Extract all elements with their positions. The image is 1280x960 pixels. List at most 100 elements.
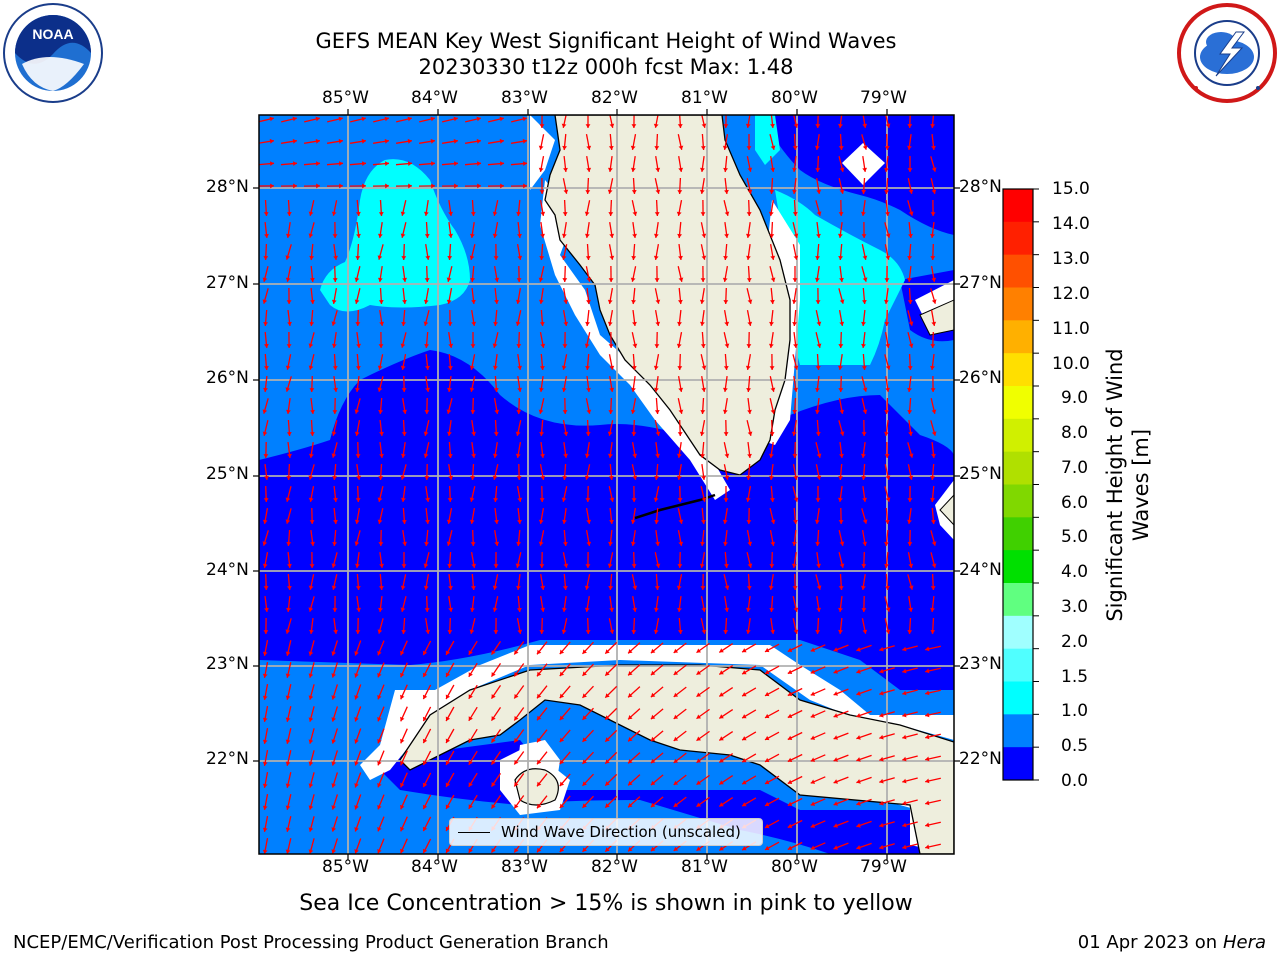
wave-direction-arrow — [885, 376, 890, 392]
wave-direction-arrow — [354, 398, 361, 414]
wave-direction-arrow — [264, 353, 269, 371]
wave-direction-arrow — [488, 116, 504, 123]
wave-direction-arrow — [627, 774, 641, 786]
wave-direction-arrow — [862, 156, 867, 172]
wave-direction-arrow — [722, 265, 729, 283]
lon-label-bottom: 83°W — [501, 857, 548, 877]
wave-direction-arrow — [310, 398, 315, 414]
wave-direction-arrow — [907, 574, 914, 590]
wave-direction-arrow — [377, 376, 384, 392]
wave-direction-arrow — [585, 441, 590, 459]
wave-direction-arrow — [907, 397, 913, 415]
sea-ice-caption: Sea Ice Concentration > 15% is shown in … — [0, 891, 1212, 916]
wave-direction-arrow — [861, 442, 866, 458]
wave-direction-arrow — [423, 552, 430, 568]
wave-direction-arrow — [746, 529, 753, 547]
wave-direction-arrow — [815, 398, 820, 414]
wave-direction-arrow — [538, 398, 545, 414]
wave-direction-arrow — [355, 441, 361, 459]
plot-title: GEFS MEAN Key West Significant Height of… — [315, 29, 897, 53]
wave-direction-arrow — [793, 376, 798, 392]
wave-direction-arrow — [446, 398, 453, 414]
wave-direction-arrow — [608, 486, 615, 502]
wave-direction-arrow — [423, 310, 430, 326]
wave-direction-arrow — [400, 684, 408, 700]
wave-direction-arrow — [263, 309, 268, 327]
wave-direction-arrow — [769, 595, 775, 613]
wave-direction-arrow — [627, 796, 641, 808]
wave-direction-arrow — [861, 200, 866, 216]
wave-direction-arrow — [810, 798, 826, 806]
wave-direction-arrow — [468, 706, 478, 722]
wave-direction-arrow — [677, 419, 683, 437]
wave-direction-arrow — [354, 684, 362, 700]
wave-direction-arrow — [654, 222, 659, 238]
wave-direction-arrow — [395, 161, 413, 166]
wave-direction-arrow — [925, 821, 941, 828]
wave-direction-arrow — [907, 134, 912, 150]
wave-direction-arrow — [631, 332, 638, 348]
wave-direction-arrow — [718, 753, 734, 763]
wave-direction-arrow — [286, 287, 292, 305]
wave-direction-arrow — [354, 706, 362, 722]
wave-direction-arrow — [815, 617, 821, 635]
wave-direction-arrow — [585, 243, 591, 261]
wave-direction-arrow — [627, 708, 641, 720]
wave-direction-arrow — [654, 133, 660, 151]
colorbar-tick: 5.0 — [1061, 527, 1089, 547]
wave-direction-arrow — [490, 641, 502, 655]
colorbar-segment — [1003, 583, 1033, 617]
cuba-land — [399, 664, 954, 854]
wave-direction-arrow — [673, 664, 687, 676]
colorbar-tick: 0.0 — [1061, 771, 1089, 791]
wave-direction-arrow — [650, 686, 664, 698]
wave-direction-arrow — [816, 177, 822, 195]
wave-direction-arrow — [884, 331, 891, 349]
wave-direction-arrow — [536, 729, 548, 743]
wave-direction-arrow — [907, 200, 914, 216]
wave-direction-arrow — [930, 552, 937, 568]
wave-direction-arrow — [401, 442, 406, 458]
wave-direction-arrow — [792, 178, 797, 194]
wave-direction-arrow — [400, 353, 407, 371]
wave-direction-arrow — [884, 618, 891, 634]
wave-direction-arrow — [654, 376, 659, 392]
wave-direction-arrow — [764, 797, 780, 807]
wave-direction-arrow — [604, 685, 618, 699]
wave-direction-arrow — [308, 200, 315, 216]
wave-direction-arrow — [764, 687, 780, 697]
wave-direction-arrow — [285, 486, 292, 502]
wave-direction-arrow — [470, 397, 476, 415]
wave-direction-arrow — [746, 244, 751, 260]
wave-direction-arrow — [769, 376, 776, 392]
wave-direction-arrow — [354, 794, 362, 810]
wave-direction-arrow — [331, 310, 338, 326]
wave-direction-arrow — [447, 420, 452, 436]
wave-direction-arrow — [424, 265, 430, 283]
wave-direction-arrow — [699, 177, 705, 195]
wave-direction-arrow — [513, 641, 525, 655]
wave-direction-arrow — [493, 309, 498, 327]
wave-direction-arrow — [493, 375, 499, 393]
wave-direction-arrow — [631, 574, 638, 590]
wave-direction-arrow — [286, 222, 291, 238]
wave-direction-arrow — [862, 287, 867, 305]
wave-direction-arrow — [447, 551, 453, 569]
wave-direction-arrow — [286, 419, 292, 437]
wave-direction-arrow — [585, 133, 592, 151]
wave-direction-arrow — [787, 687, 803, 697]
wave-direction-arrow — [700, 222, 707, 238]
wave-direction-arrow — [838, 596, 843, 612]
wave-direction-arrow — [354, 838, 362, 854]
wave-direction-arrow — [490, 795, 502, 809]
wave-direction-arrow — [516, 331, 522, 349]
wave-direction-arrow — [445, 662, 455, 678]
wave-direction-arrow — [884, 288, 889, 304]
colorbar-tick: 11.0 — [1052, 319, 1090, 339]
wave-direction-arrow — [563, 287, 568, 305]
wave-direction-arrow — [308, 794, 315, 810]
wave-direction-arrow — [468, 662, 478, 678]
wave-direction-arrow — [787, 797, 803, 807]
wave-direction-arrow — [584, 595, 590, 613]
wave-direction-arrow — [654, 331, 660, 349]
